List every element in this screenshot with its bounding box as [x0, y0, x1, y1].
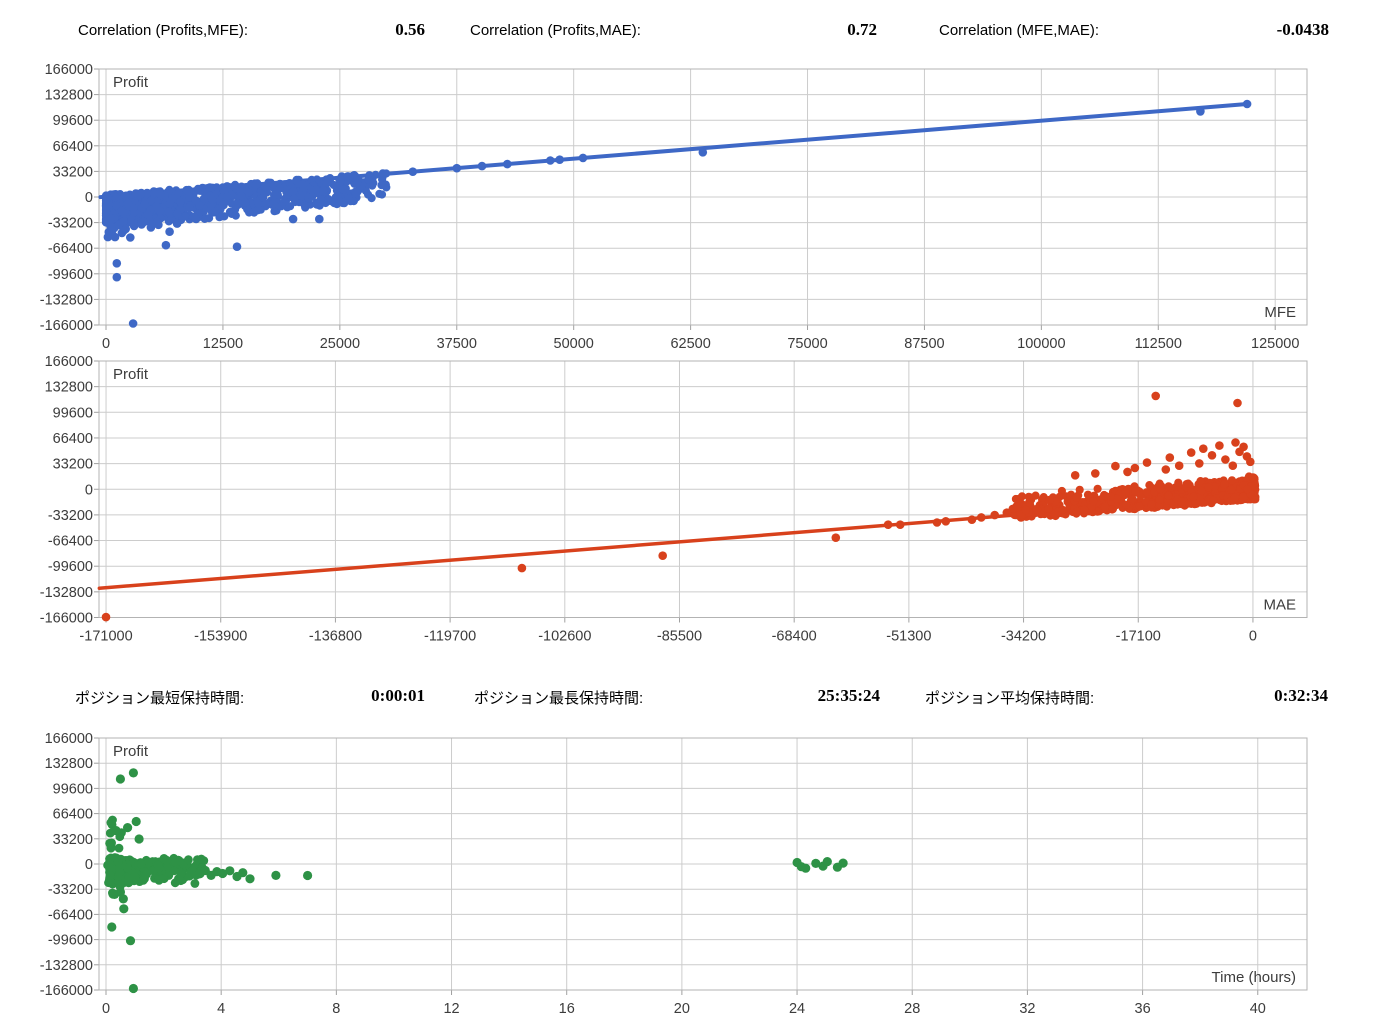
svg-text:132800: 132800	[45, 380, 93, 396]
avg-holding-time-value: 0:32:34	[1274, 686, 1328, 705]
svg-text:0: 0	[102, 1001, 110, 1017]
series-label: Profit	[113, 366, 149, 383]
svg-text:8: 8	[332, 1001, 340, 1017]
svg-text:62500: 62500	[670, 336, 710, 352]
svg-text:25000: 25000	[320, 336, 360, 352]
svg-text:0: 0	[1249, 629, 1257, 645]
profit-vs-mae-chart: 166000 132800 99600 66400 33200 0 -33200 -66400…	[40, 354, 1308, 645]
svg-text:-153900: -153900	[194, 629, 247, 645]
correlation-profits-mfe-label: Correlation (Profits,MFE):	[78, 22, 249, 39]
svg-text:-68400: -68400	[772, 629, 817, 645]
svg-text:16: 16	[559, 1001, 575, 1017]
correlation-mfe-mae-value: -0.0438	[1276, 20, 1329, 39]
svg-text:-136800: -136800	[309, 629, 362, 645]
svg-text:-99600: -99600	[48, 267, 93, 283]
svg-text:-166000: -166000	[40, 611, 93, 627]
svg-text:-66400: -66400	[48, 241, 93, 257]
svg-text:-102600: -102600	[538, 629, 591, 645]
axis-labels: 166000 132800 99600 66400 33200 0 -33200 -66400…	[40, 731, 1266, 1017]
svg-text:4: 4	[217, 1001, 225, 1017]
max-holding-time-value: 25:35:24	[817, 686, 880, 705]
svg-text:12: 12	[443, 1001, 459, 1017]
correlation-profits-mfe-value: 0.56	[395, 20, 425, 39]
svg-text:125000: 125000	[1251, 336, 1299, 352]
scatter-points	[103, 768, 848, 994]
svg-text:99600: 99600	[53, 113, 93, 129]
svg-text:-132800: -132800	[40, 292, 93, 308]
plot-border	[98, 360, 1308, 618]
svg-text:132800: 132800	[45, 88, 93, 104]
svg-text:33200: 33200	[53, 164, 93, 180]
svg-text:-119700: -119700	[424, 629, 476, 645]
svg-text:-132800: -132800	[40, 585, 93, 601]
svg-text:-85500: -85500	[657, 629, 702, 645]
min-holding-time-value: 0:00:01	[371, 686, 425, 705]
svg-text:-99600: -99600	[48, 559, 93, 575]
max-holding-time-label: ポジション最長保持時間:	[474, 690, 644, 707]
svg-text:100000: 100000	[1017, 336, 1065, 352]
svg-text:166000: 166000	[45, 354, 93, 370]
svg-text:166000: 166000	[45, 62, 93, 78]
gridlines	[94, 737, 1307, 995]
svg-text:-132800: -132800	[40, 958, 93, 974]
svg-text:37500: 37500	[437, 336, 477, 352]
svg-text:0: 0	[85, 482, 93, 498]
svg-text:75000: 75000	[787, 336, 827, 352]
axis-labels: 166000 132800 99600 66400 33200 0 -33200 -66400…	[40, 62, 1300, 352]
svg-text:-166000: -166000	[40, 983, 93, 999]
min-holding-time-label: ポジション最短保持時間:	[75, 690, 245, 707]
svg-text:40: 40	[1250, 1001, 1266, 1017]
svg-text:12500: 12500	[203, 336, 243, 352]
x-axis-label: MFE	[1264, 304, 1296, 321]
svg-text:0: 0	[85, 857, 93, 873]
svg-text:28: 28	[904, 1001, 920, 1017]
svg-text:87500: 87500	[904, 336, 944, 352]
svg-text:-33200: -33200	[48, 216, 93, 232]
scatter-points	[101, 391, 1260, 622]
svg-text:-171000: -171000	[79, 629, 132, 645]
svg-text:24: 24	[789, 1001, 805, 1017]
axis-labels: 166000 132800 99600 66400 33200 0 -33200 -66400…	[40, 354, 1257, 645]
svg-text:99600: 99600	[53, 405, 93, 421]
svg-text:0: 0	[85, 190, 93, 206]
svg-text:-51300: -51300	[886, 629, 931, 645]
series-label: Profit	[113, 74, 149, 91]
x-axis-label: Time (hours)	[1212, 969, 1296, 986]
profit-vs-mfe-chart: 166000 132800 99600 66400 33200 0 -33200 -66400…	[40, 62, 1308, 352]
svg-text:-66400: -66400	[48, 907, 93, 923]
svg-text:132800: 132800	[45, 756, 93, 772]
avg-holding-time-label: ポジション平均保持時間:	[925, 690, 1095, 707]
svg-text:-34200: -34200	[1001, 629, 1046, 645]
profit-vs-time-chart: 166000 132800 99600 66400 33200 0 -33200 -66400…	[40, 731, 1308, 1017]
svg-text:0: 0	[102, 336, 110, 352]
svg-text:112500: 112500	[1135, 336, 1182, 352]
correlation-profits-mae-label: Correlation (Profits,MAE):	[470, 22, 641, 39]
correlation-profits-mae-value: 0.72	[847, 20, 877, 39]
svg-text:32: 32	[1019, 1001, 1035, 1017]
svg-text:33200: 33200	[53, 457, 93, 473]
plot-border	[98, 737, 1308, 991]
svg-text:-66400: -66400	[48, 534, 93, 550]
svg-text:166000: 166000	[45, 731, 93, 747]
correlation-mfe-mae-label: Correlation (MFE,MAE):	[939, 22, 1100, 39]
svg-text:33200: 33200	[53, 832, 93, 848]
svg-text:50000: 50000	[554, 336, 594, 352]
svg-text:-17100: -17100	[1116, 629, 1161, 645]
svg-text:36: 36	[1135, 1001, 1151, 1017]
svg-text:66400: 66400	[53, 139, 93, 155]
svg-text:20: 20	[674, 1001, 690, 1017]
svg-text:-99600: -99600	[48, 933, 93, 949]
svg-text:-166000: -166000	[40, 318, 93, 334]
x-axis-label: MAE	[1263, 597, 1296, 614]
svg-text:-33200: -33200	[48, 508, 93, 524]
series-label: Profit	[113, 743, 149, 760]
gridlines	[94, 360, 1307, 623]
svg-text:66400: 66400	[53, 807, 93, 823]
svg-text:-33200: -33200	[48, 882, 93, 898]
svg-text:66400: 66400	[53, 431, 93, 447]
scatter-points	[101, 99, 1252, 328]
svg-text:99600: 99600	[53, 781, 93, 797]
